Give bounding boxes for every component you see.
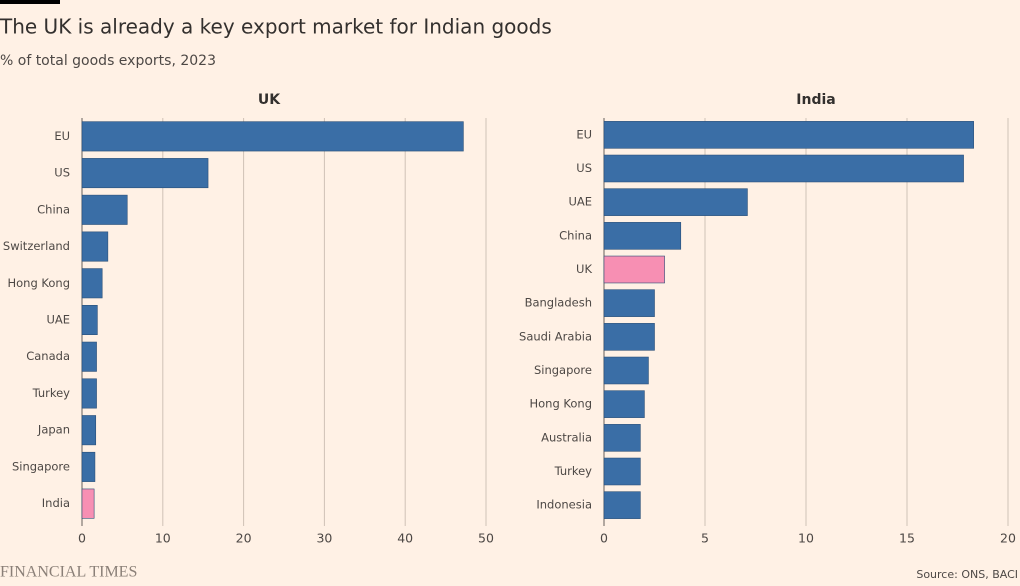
y-tick-label: Switzerland [3,239,70,253]
x-tick-label: 30 [316,531,332,546]
x-tick-label: 15 [899,531,915,546]
bar [603,457,641,486]
x-tick-label: 10 [155,531,171,546]
y-tick-label: US [54,166,70,180]
x-tick-label: 50 [478,531,494,546]
source: Source: ONS, BACI [916,568,1018,581]
y-tick-label: Bangladesh [525,296,592,310]
y-tick-label: China [559,228,592,242]
chart-title: The UK is already a key export market fo… [0,15,552,39]
bar [81,268,103,299]
brand-bar [0,0,60,4]
bar [81,341,97,372]
y-tick-label: Hong Kong [7,276,70,290]
x-tick-label: 40 [397,531,413,546]
bar [603,491,641,519]
bar [81,415,97,446]
y-tick-label: EU [576,127,592,141]
x-tick-label: 0 [78,531,86,546]
x-tick-label: 10 [798,531,814,546]
bar [81,378,97,409]
bar [603,390,645,418]
x-tick-label: 20 [236,531,252,546]
y-tick-label: China [37,202,70,216]
bar [603,356,649,385]
y-tick-label: Indonesia [536,498,592,512]
y-tick-label: Japan [37,423,70,437]
y-tick-label: Turkey [32,386,71,400]
bar [81,305,98,335]
bar [81,158,209,189]
bar [603,323,655,351]
bar [81,194,128,225]
y-tick-label: India [42,496,70,510]
y-tick-label: UK [576,262,592,276]
y-tick-label: Australia [541,430,592,444]
bar [603,424,641,452]
x-tick-label: 20 [1000,531,1016,546]
y-tick-label: Canada [26,349,70,363]
x-tick-label: 5 [701,531,709,546]
bar [81,451,96,482]
bar [603,255,665,284]
x-tick-label: 0 [600,531,608,546]
bar [603,154,964,183]
y-tick-label: Singapore [534,363,592,377]
chart-subtitle: % of total goods exports, 2023 [0,53,216,69]
y-tick-label: Singapore [12,459,70,473]
bar [81,121,464,152]
bar [81,488,95,519]
brand: FINANCIAL TIMES [0,564,137,581]
bar [603,289,655,317]
bar [81,231,109,262]
bar [603,222,682,250]
panel-title: UK [258,92,281,108]
bar [603,121,974,149]
y-tick-label: UAE [46,313,70,327]
y-tick-label: Saudi Arabia [519,329,592,343]
y-tick-label: Hong Kong [529,397,592,411]
y-tick-label: EU [54,129,70,143]
bar [603,188,748,216]
y-tick-label: Turkey [554,464,593,478]
y-tick-label: US [576,161,592,175]
panel-title: India [796,92,835,108]
y-tick-label: UAE [568,195,592,209]
